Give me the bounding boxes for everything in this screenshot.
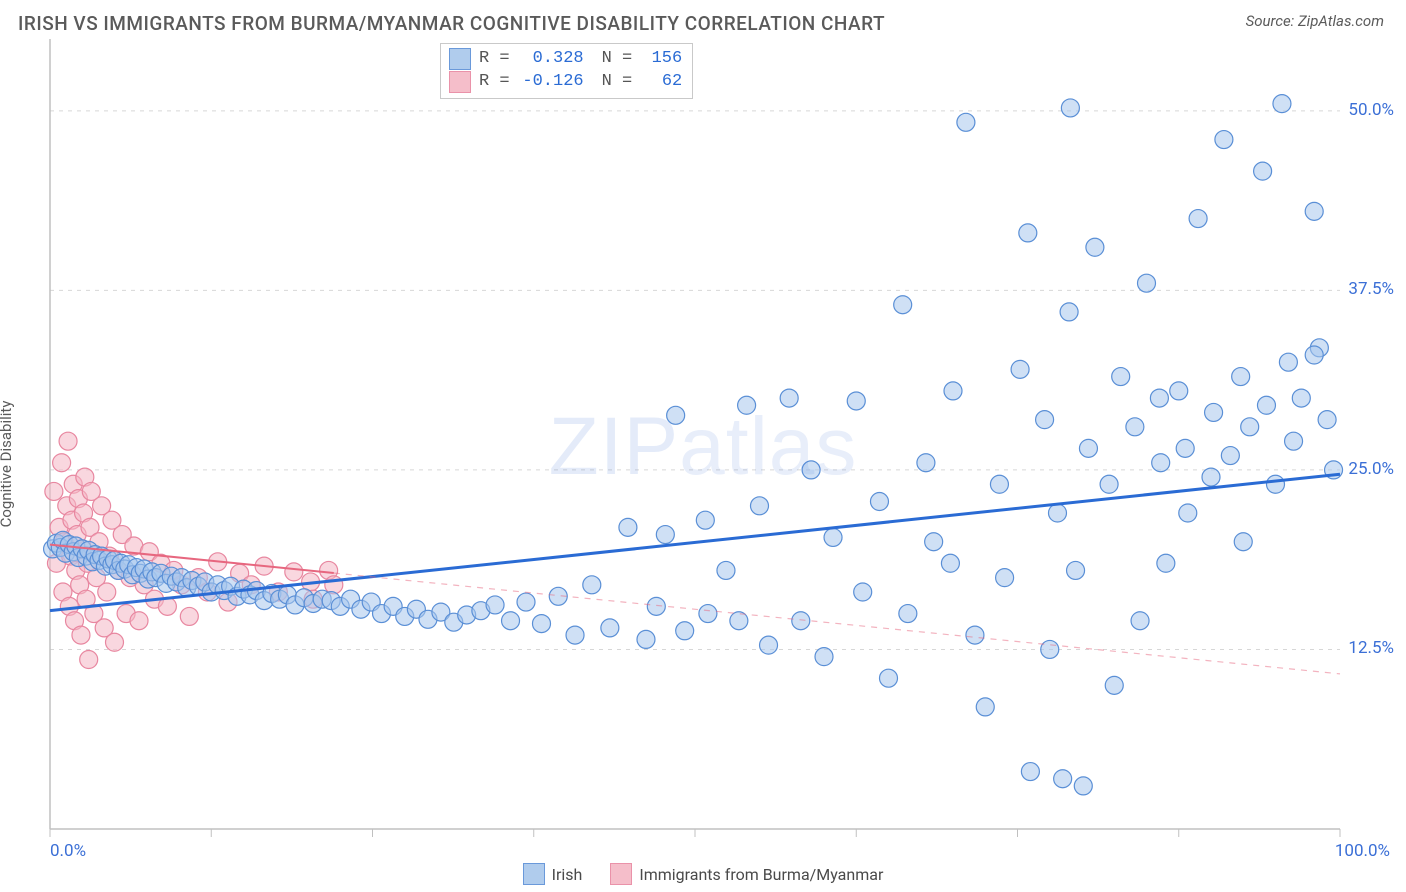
legend-swatch-series2 (610, 863, 632, 885)
x-tick-label: 100.0% (1335, 841, 1390, 861)
chart-area: Cognitive Disability ZIPatlas R = 0.328 … (0, 39, 1406, 889)
r-label: R = (479, 48, 510, 71)
y-tick-label: 25.0% (1348, 459, 1394, 479)
correlation-legend-box: R = 0.328 N = 156 R = -0.126 N = 62 (440, 43, 693, 99)
legend-swatch-series1 (523, 863, 545, 885)
series1-n-value: 156 (640, 48, 682, 71)
legend-swatch-series2 (449, 71, 471, 93)
legend-swatch-series1 (449, 48, 471, 70)
y-tick-label: 50.0% (1348, 100, 1394, 120)
x-tick-label: 0.0% (50, 841, 86, 861)
chart-title: IRISH VS IMMIGRANTS FROM BURMA/MYANMAR C… (18, 12, 885, 35)
legend-item-series1: Irish (523, 863, 583, 885)
legend-bottom: Irish Immigrants from Burma/Myanmar (0, 863, 1406, 885)
y-tick-label: 12.5% (1348, 638, 1394, 658)
correlation-row-series1: R = 0.328 N = 156 (449, 48, 682, 71)
series2-r-value: -0.126 (518, 71, 584, 94)
r-label: R = (479, 71, 510, 94)
legend-item-series2: Immigrants from Burma/Myanmar (610, 863, 883, 885)
series1-r-value: 0.328 (518, 48, 584, 71)
y-axis-label: Cognitive Disability (0, 401, 15, 528)
n-label: N = (602, 71, 633, 94)
series2-n-value: 62 (640, 71, 682, 94)
legend-label-series1: Irish (552, 865, 583, 884)
source-label: Source: ZipAtlas.com (1246, 12, 1384, 30)
correlation-row-series2: R = -0.126 N = 62 (449, 71, 682, 94)
y-tick-label: 37.5% (1348, 279, 1394, 299)
scatter-plot (0, 39, 1406, 889)
n-label: N = (602, 48, 633, 71)
legend-label-series2: Immigrants from Burma/Myanmar (639, 865, 883, 884)
